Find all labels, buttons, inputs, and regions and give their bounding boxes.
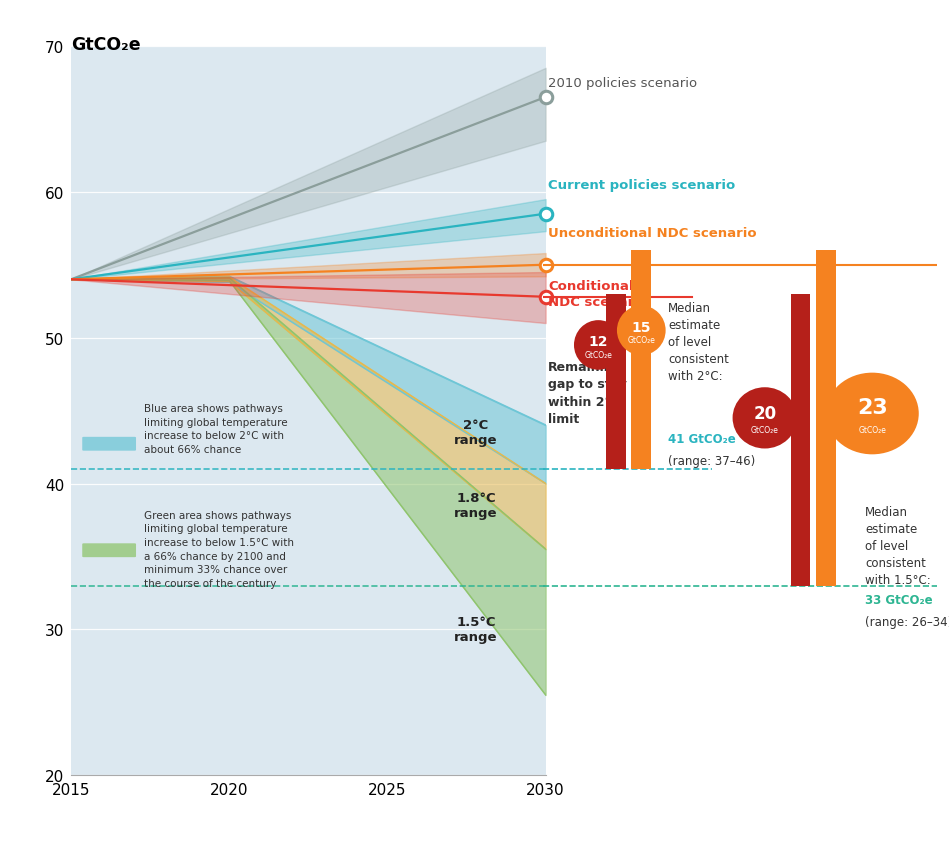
FancyBboxPatch shape [83,437,136,452]
Text: 1.5°C
range: 1.5°C range [455,616,498,643]
Text: 2°C
range: 2°C range [455,419,498,447]
Text: Unconditional NDC case: Unconditional NDC case [637,302,645,418]
Bar [606,295,626,469]
Text: Conditional NDC case: Conditional NDC case [612,330,621,434]
Text: Blue area shows pathways
limiting global temperature
increase to below 2°C with
: Blue area shows pathways limiting global… [144,404,288,455]
Text: 23: 23 [857,398,887,417]
Text: 15: 15 [631,320,651,334]
Text: Current policies scenario: Current policies scenario [549,179,735,192]
Ellipse shape [733,388,797,449]
Bar [631,250,651,469]
Text: Unconditional NDC case: Unconditional NDC case [821,360,830,476]
Text: GtCO₂e: GtCO₂e [858,425,886,434]
Ellipse shape [826,373,919,455]
Text: GtCO₂e: GtCO₂e [627,336,655,345]
Bar [791,295,810,586]
Text: Green area shows pathways
limiting global temperature
increase to below 1.5°C wi: Green area shows pathways limiting globa… [144,510,294,588]
Text: Median
estimate
of level
consistent
with 1.5°C:: Median estimate of level consistent with… [865,506,931,587]
Text: GtCO₂e: GtCO₂e [751,425,779,435]
Text: 12: 12 [588,335,608,348]
Text: Unconditional NDC scenario: Unconditional NDC scenario [549,227,756,240]
Text: (range: 37–46): (range: 37–46) [668,455,755,468]
Ellipse shape [574,320,623,371]
Bar [816,250,835,586]
Text: Remaining
gap to stay
within 2°C
limit: Remaining gap to stay within 2°C limit [549,360,627,425]
Text: 20: 20 [754,405,776,423]
Text: GtCO₂e: GtCO₂e [585,350,612,360]
Text: Conditional
NDC scenario: Conditional NDC scenario [549,280,648,309]
Text: Conditional NDC case: Conditional NDC case [796,389,805,492]
Text: GtCO₂e: GtCO₂e [71,36,140,54]
Text: (range: 26–34): (range: 26–34) [865,615,949,628]
Text: 1.8°C
range: 1.8°C range [455,492,498,520]
Text: 2010 policies scenario: 2010 policies scenario [549,77,698,89]
FancyBboxPatch shape [83,544,136,557]
Text: 33 GtCO₂e: 33 GtCO₂e [865,593,933,606]
Ellipse shape [617,306,665,356]
Text: 41 GtCO₂e: 41 GtCO₂e [668,433,735,446]
Text: Median
estimate
of level
consistent
with 2°C:: Median estimate of level consistent with… [668,302,729,383]
